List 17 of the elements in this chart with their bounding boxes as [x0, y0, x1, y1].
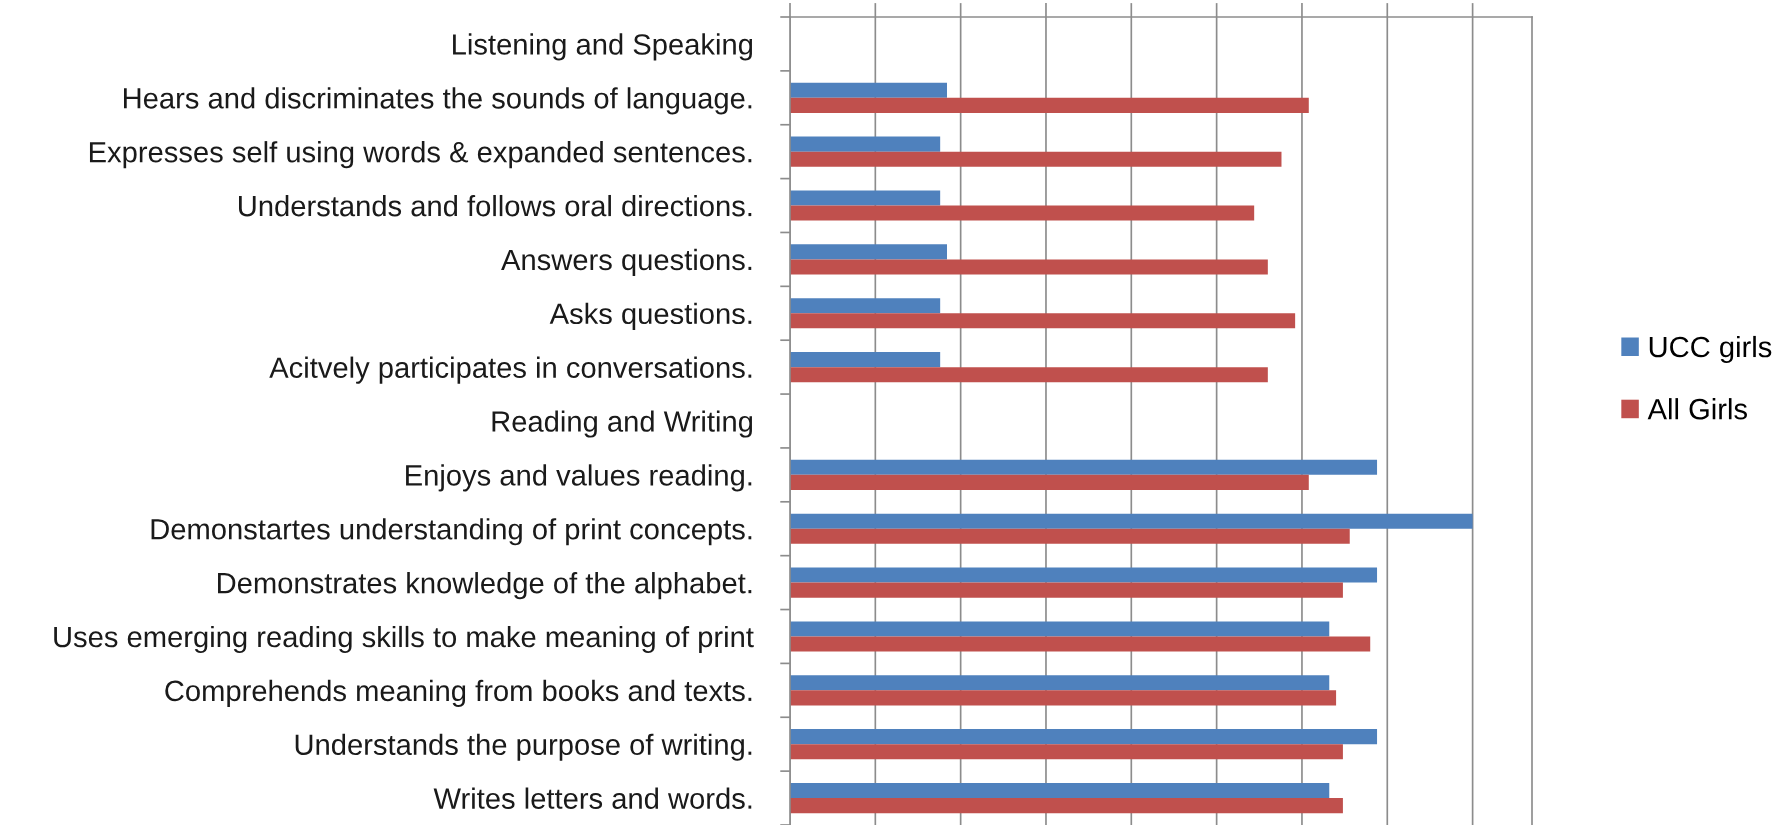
legend-label: UCC girls [1649, 335, 1772, 364]
y-tick-label: Hears and discriminates the sounds of language. [124, 87, 752, 115]
y-tick-label: Answers questions. [501, 248, 752, 277]
y-tick-label: Listening and Speaking [453, 33, 753, 61]
y-tick-label: Understands the purpose of writing. [295, 733, 752, 761]
y-tick-label: Demonstrates knowledge of the alphabet. [218, 572, 752, 600]
y-tick-label: Understands and follows oral directions. [239, 194, 752, 217]
y-tick-label: Demonstartes understanding of print concepts. [151, 518, 752, 546]
y-tick-label: Comprehends meaning from books and texts. [165, 679, 752, 707]
y-tick-label: Expresses self using words & expanded sentences. [89, 141, 752, 169]
legend-label: All Girls [1647, 398, 1747, 420]
y-tick-label: Acitvely participates in conversations. [269, 356, 752, 384]
y-tick-label: Writes letters and words. [433, 787, 752, 809]
y-tick-label: Reading and Writing [492, 410, 753, 438]
y-tick-label: Enjoys and values reading. [406, 464, 752, 492]
y-tick-label: Asks questions. [549, 302, 752, 330]
y-tick-label: Uses emerging reading skills to make meaning of print [54, 625, 754, 654]
